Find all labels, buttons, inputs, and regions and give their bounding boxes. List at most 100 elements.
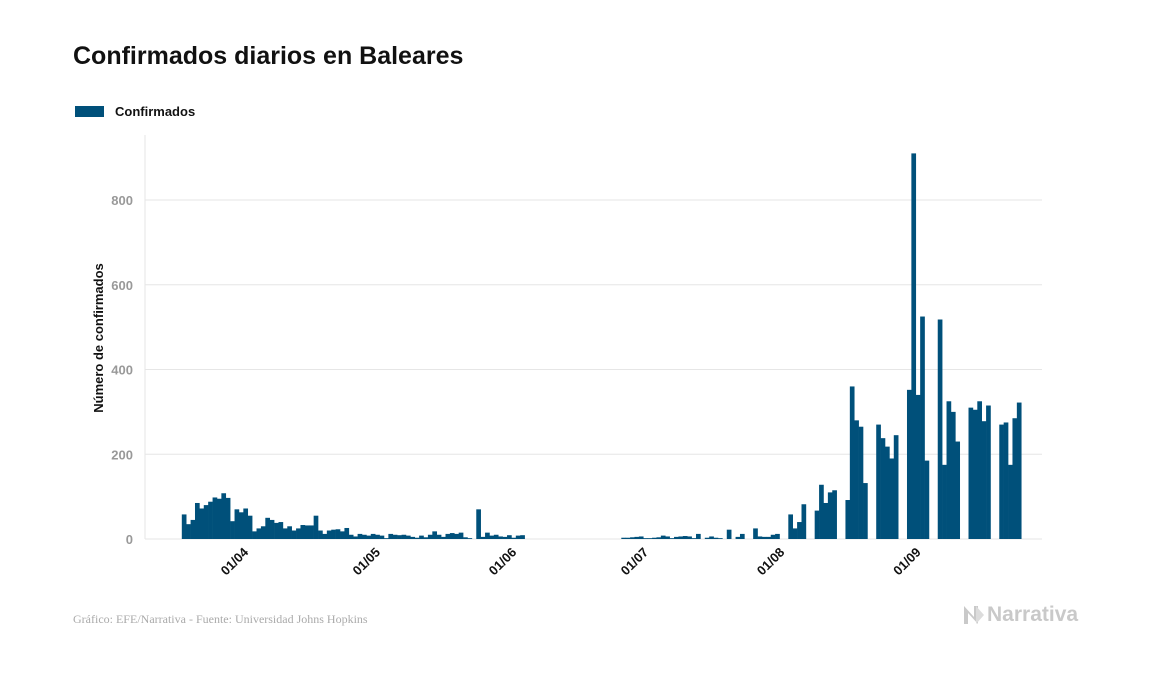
- bar: [947, 401, 952, 539]
- x-tick-label: 01/08: [754, 545, 788, 579]
- bar: [683, 536, 688, 539]
- bar: [331, 530, 336, 539]
- x-tick-label: 01/05: [350, 545, 384, 579]
- bar: [511, 538, 516, 539]
- bar: [634, 537, 639, 539]
- bar: [248, 516, 253, 539]
- bar: [881, 438, 886, 539]
- bar: [208, 502, 213, 539]
- bar: [709, 536, 714, 539]
- bar: [889, 458, 894, 539]
- bar: [239, 512, 244, 539]
- bar: [670, 538, 675, 539]
- bar: [520, 535, 525, 539]
- narrativa-n-logo-icon: [963, 605, 985, 625]
- bar: [204, 505, 209, 539]
- y-tick-label: 800: [111, 193, 133, 208]
- bar: [199, 508, 204, 539]
- bar: [854, 420, 859, 539]
- bar: [393, 535, 398, 539]
- bar: [450, 533, 455, 539]
- bar: [503, 537, 508, 539]
- bar: [292, 531, 297, 539]
- bar: [999, 425, 1004, 539]
- bar: [406, 536, 411, 539]
- bar: [938, 320, 943, 540]
- bar: [1012, 418, 1017, 539]
- bar: [845, 500, 850, 539]
- bar: [362, 535, 367, 539]
- bar: [287, 526, 292, 539]
- bar: [885, 447, 890, 539]
- y-axis-label: Número de confirmados: [91, 263, 106, 413]
- bar: [402, 535, 407, 539]
- bar: [375, 535, 380, 539]
- bar: [182, 514, 187, 539]
- bar: [428, 535, 433, 539]
- y-axis-ticks: 0200400600800: [111, 193, 133, 547]
- bar: [692, 538, 697, 539]
- bar: [415, 538, 420, 539]
- y-tick-label: 400: [111, 363, 133, 378]
- bar: [318, 531, 323, 539]
- bar: [476, 509, 481, 539]
- bar: [230, 521, 235, 539]
- bar: [498, 536, 503, 539]
- bar: [494, 535, 499, 539]
- bar: [648, 538, 653, 539]
- bar: [300, 525, 305, 539]
- x-tick-label: 01/04: [218, 544, 252, 578]
- bar: [951, 412, 956, 539]
- bar: [454, 534, 459, 539]
- bar: [516, 536, 521, 539]
- bar: [489, 536, 494, 539]
- bar: [674, 537, 679, 539]
- bar: [823, 503, 828, 539]
- bar: [366, 536, 371, 539]
- bar: [621, 538, 626, 539]
- bar: [758, 536, 763, 539]
- bar: [973, 410, 978, 539]
- bar: [459, 533, 464, 539]
- bar: [977, 401, 982, 539]
- bar: [252, 531, 257, 539]
- bar: [309, 525, 314, 539]
- bar: [656, 537, 661, 539]
- bar: [314, 516, 319, 539]
- bar: [714, 538, 719, 539]
- bar: [217, 499, 222, 539]
- bar: [942, 465, 947, 539]
- bar: [766, 537, 771, 539]
- bar: [863, 483, 868, 539]
- bar: [907, 390, 912, 539]
- bar: [955, 442, 960, 539]
- bar: [397, 535, 402, 539]
- bar: [925, 461, 930, 539]
- bar: [213, 497, 218, 539]
- bar: [349, 535, 354, 539]
- bar: [340, 531, 345, 539]
- bar: [226, 498, 231, 539]
- bar: [1008, 465, 1013, 539]
- bar: [481, 537, 486, 539]
- bar: [221, 493, 226, 539]
- bar: [424, 537, 429, 539]
- x-axis-ticks: 01/04 01/05 01/06 01/07 01/08 01/09: [218, 544, 924, 578]
- bar: [859, 427, 864, 539]
- bar: [850, 386, 855, 539]
- bar: [797, 522, 802, 539]
- bar: [894, 435, 899, 539]
- bar: [775, 534, 780, 539]
- bar: [274, 523, 279, 539]
- bar: [736, 537, 741, 539]
- bar: [815, 511, 820, 539]
- bar: [969, 408, 974, 539]
- bar: [261, 526, 266, 539]
- bar: [678, 536, 683, 539]
- bar: [753, 528, 758, 539]
- bar: [270, 520, 275, 539]
- bar: [243, 508, 248, 539]
- bar: [186, 524, 191, 539]
- bar: [828, 492, 833, 539]
